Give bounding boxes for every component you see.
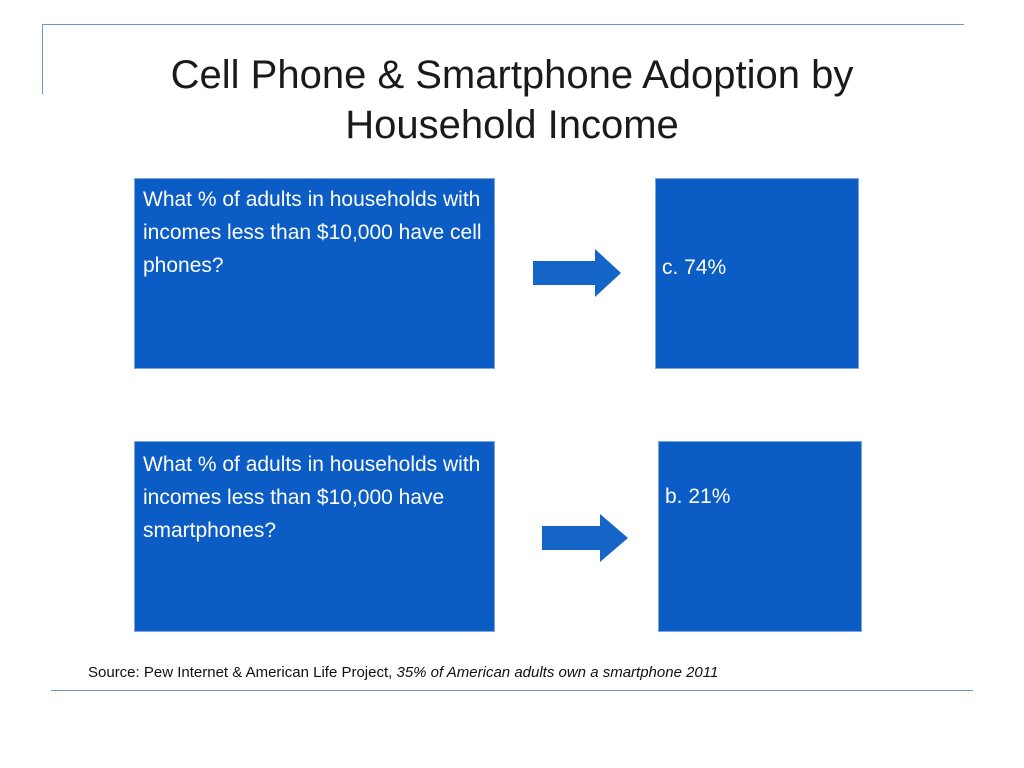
- right-arrow-icon: [542, 514, 628, 562]
- source-prefix: Source: Pew Internet & American Life Pro…: [88, 664, 397, 681]
- answer-box-smartphones: b. 21%: [658, 441, 862, 632]
- right-arrow-icon: [533, 249, 621, 297]
- footer-rule: [51, 690, 973, 691]
- source-title: 35% of American adults own a smartphone …: [396, 664, 719, 681]
- top-rule: [42, 24, 964, 25]
- question-box-cell-phones: What % of adults in households with inco…: [134, 178, 495, 369]
- question-text: What % of adults in households with inco…: [143, 453, 481, 542]
- answer-text: c. 74%: [662, 256, 727, 279]
- answer-text: b. 21%: [665, 485, 731, 508]
- source-citation: Source: Pew Internet & American Life Pro…: [88, 663, 718, 683]
- question-box-smartphones: What % of adults in households with inco…: [134, 441, 495, 632]
- answer-box-cell-phones: c. 74%: [655, 178, 859, 369]
- question-text: What % of adults in households with inco…: [143, 188, 482, 277]
- slide-title: Cell Phone & Smartphone Adoption by Hous…: [170, 53, 854, 147]
- left-rule: [42, 24, 43, 94]
